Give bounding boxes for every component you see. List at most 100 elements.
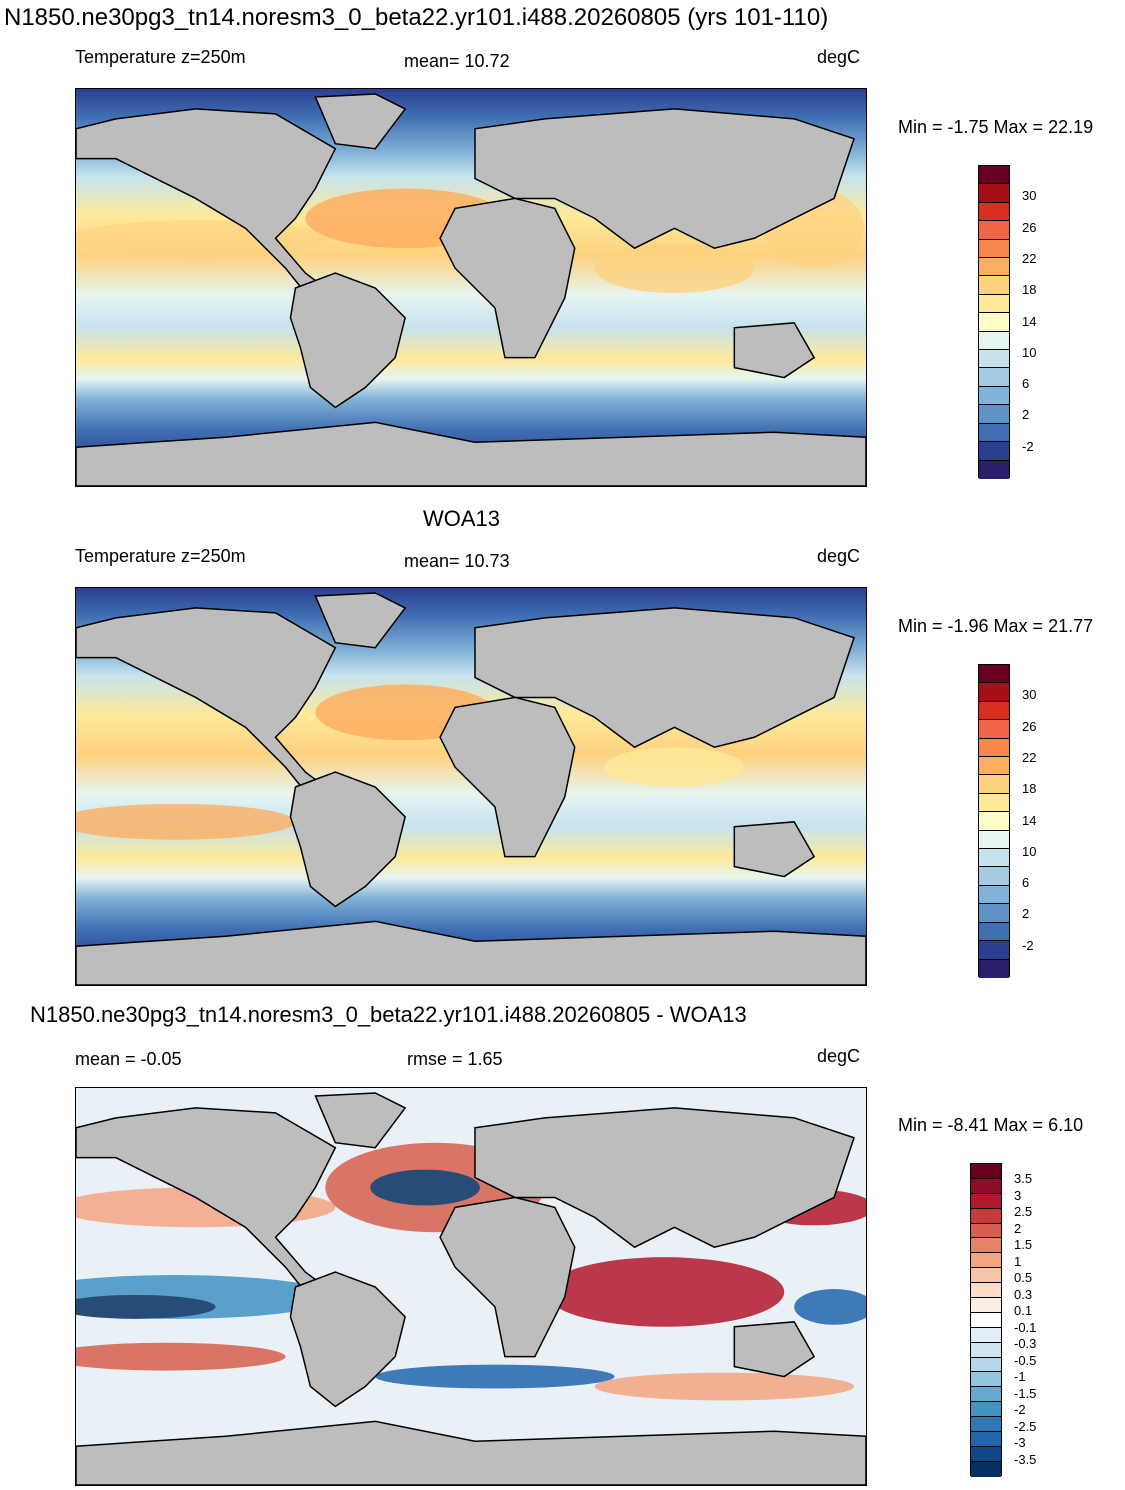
colorbar-tick-label: 22	[1022, 250, 1037, 266]
colorbar-tick-label: 0.3	[1014, 1286, 1033, 1302]
colorbar-segment	[979, 239, 1009, 259]
panel3-map	[75, 1087, 867, 1486]
colorbar-tick-label: -0.3	[1014, 1336, 1037, 1352]
colorbar-tick-label: 18	[1022, 282, 1037, 298]
colorbar-tick-label: -2.5	[1014, 1418, 1037, 1434]
panel2-colorbar	[978, 664, 1010, 978]
colorbar-segment	[979, 442, 1009, 461]
colorbar-segment	[979, 830, 1009, 850]
colorbar-tick-label: 6	[1022, 875, 1030, 891]
colorbar-segment	[979, 350, 1009, 369]
panel3-map-svg	[76, 1088, 866, 1485]
colorbar-tick-label: -3	[1014, 1435, 1026, 1451]
colorbar-tick-label: 3.5	[1014, 1171, 1033, 1187]
panel2-variable-label: Temperature z=250m	[75, 546, 246, 566]
colorbar-tick-label: 6	[1022, 376, 1030, 392]
panel3-rmse-label: rmse = 1.65	[407, 1049, 503, 1069]
colorbar-segment	[979, 683, 1009, 702]
colorbar-segment	[979, 202, 1009, 222]
colorbar-tick-label: 30	[1022, 188, 1037, 204]
panel2-heading: WOA13	[423, 506, 501, 531]
panel3-heading: N1850.ne30pg3_tn14.noresm3_0_beta22.yr10…	[30, 1002, 747, 1027]
colorbar-segment	[979, 166, 1009, 185]
colorbar-tick-label: 14	[1022, 812, 1037, 828]
colorbar-segment	[979, 885, 1009, 905]
colorbar-segment	[979, 867, 1009, 886]
colorbar-tick-label: -2	[1022, 937, 1034, 953]
colorbar-tick-label: -1	[1014, 1369, 1026, 1385]
colorbar-segment	[979, 959, 1009, 978]
panel1-variable-label: Temperature z=250m	[75, 47, 246, 67]
colorbar-segment	[979, 904, 1009, 923]
colorbar-segment	[971, 1372, 1001, 1388]
colorbar-segment	[971, 1268, 1001, 1284]
colorbar-segment	[971, 1193, 1001, 1209]
colorbar-tick-label: 30	[1022, 687, 1037, 703]
panel2-units-label: degC	[817, 546, 861, 566]
colorbar-segment	[971, 1253, 1001, 1269]
colorbar-segment	[979, 757, 1009, 776]
colorbar-segment	[979, 276, 1009, 295]
colorbar-segment	[971, 1402, 1001, 1418]
colorbar-segment	[971, 1164, 1001, 1179]
colorbar-segment	[971, 1298, 1001, 1313]
panel1-minmax: Min = -1.75 Max = 22.19	[898, 117, 1094, 137]
colorbar-segment	[979, 313, 1009, 332]
colorbar-segment	[971, 1417, 1001, 1433]
panel1-mean-label: mean= 10.72	[404, 51, 510, 71]
colorbar-segment	[971, 1208, 1001, 1224]
colorbar-tick-label: 0.1	[1014, 1303, 1033, 1319]
colorbar-segment	[971, 1178, 1001, 1194]
colorbar-tick-label: 2.5	[1014, 1204, 1033, 1220]
colorbar-tick-label: 18	[1022, 781, 1037, 797]
panel3-colorbar	[970, 1163, 1002, 1477]
colorbar-tick-label: 26	[1022, 718, 1037, 734]
colorbar-tick-label: 22	[1022, 749, 1037, 765]
colorbar-tick-label: 3	[1014, 1187, 1022, 1203]
colorbar-segment	[971, 1327, 1001, 1343]
panel1-units-label: degC	[817, 47, 861, 67]
colorbar-segment	[971, 1238, 1001, 1254]
colorbar-segment	[971, 1283, 1001, 1299]
colorbar-tick-label: -3.5	[1014, 1451, 1037, 1467]
colorbar-segment	[979, 793, 1009, 813]
panel2-minmax: Min = -1.96 Max = 21.77	[898, 616, 1094, 636]
colorbar-segment	[979, 775, 1009, 794]
colorbar-tick-label: -0.1	[1014, 1319, 1037, 1335]
colorbar-tick-label: 10	[1022, 843, 1037, 859]
colorbar-segment	[979, 701, 1009, 721]
panel3-units-label: degC	[817, 1046, 861, 1066]
colorbar-tick-label: 14	[1022, 313, 1037, 329]
colorbar-tick-label: 1	[1014, 1253, 1022, 1269]
panel1-map	[75, 88, 867, 487]
colorbar-segment	[979, 331, 1009, 351]
colorbar-tick-label: 1.5	[1014, 1237, 1033, 1253]
panel2-map-svg	[76, 588, 866, 985]
colorbar-tick-label: 10	[1022, 344, 1037, 360]
colorbar-segment	[979, 368, 1009, 387]
colorbar-segment	[979, 423, 1009, 443]
colorbar-tick-label: -0.5	[1014, 1352, 1037, 1368]
colorbar-tick-label: -2	[1014, 1402, 1026, 1418]
colorbar-segment	[971, 1387, 1001, 1403]
colorbar-segment	[979, 941, 1009, 960]
colorbar-segment	[979, 720, 1009, 739]
colorbar-segment	[971, 1461, 1001, 1477]
colorbar-tick-label: 2	[1014, 1220, 1022, 1236]
colorbar-tick-label: 26	[1022, 219, 1037, 235]
colorbar-segment	[979, 460, 1009, 479]
page-title: N1850.ne30pg3_tn14.noresm3_0_beta22.yr10…	[4, 4, 829, 31]
colorbar-tick-label: -2	[1022, 438, 1034, 454]
colorbar-segment	[979, 221, 1009, 240]
colorbar-segment	[979, 849, 1009, 868]
colorbar-segment	[979, 294, 1009, 314]
panel2-mean-label: mean= 10.73	[404, 551, 510, 571]
colorbar-segment	[979, 812, 1009, 831]
colorbar-segment	[979, 738, 1009, 758]
colorbar-segment	[979, 665, 1009, 684]
colorbar-segment	[971, 1342, 1001, 1358]
colorbar-segment	[979, 922, 1009, 942]
panel1-colorbar	[978, 165, 1010, 479]
panel3-mean-label: mean = -0.05	[75, 1049, 182, 1069]
colorbar-tick-label: 2	[1022, 407, 1030, 423]
